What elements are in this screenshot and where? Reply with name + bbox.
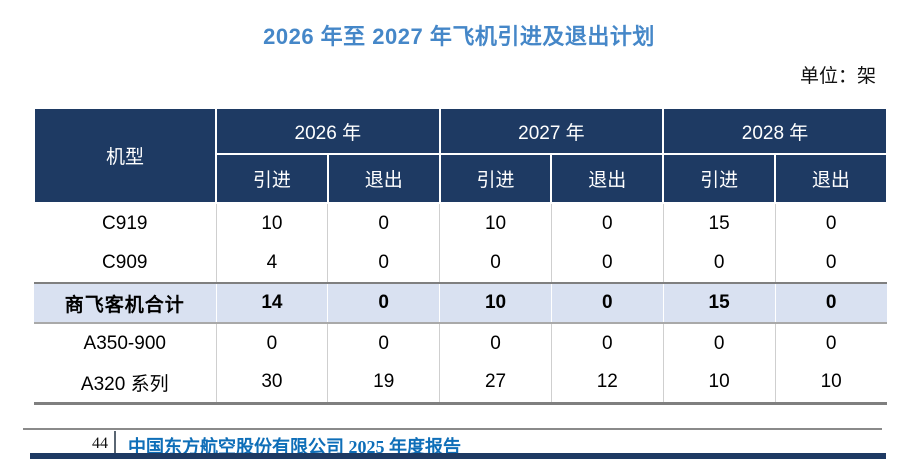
value-cell: 0	[550, 282, 664, 324]
value-cell: 27	[439, 363, 552, 405]
value-cell: 0	[774, 203, 887, 243]
value-cell: 0	[550, 323, 664, 363]
column-header-year-2028: 2028 年	[662, 107, 888, 155]
value-cell: 14	[215, 282, 328, 324]
column-header-model: 机型	[33, 107, 217, 204]
value-cell: 15	[662, 282, 776, 324]
value-cell: 0	[774, 282, 887, 324]
column-header-exit-2028: 退出	[774, 153, 888, 204]
value-cell: 0	[550, 203, 664, 243]
value-cell: 10	[439, 203, 552, 243]
column-header-intro-2027: 引进	[438, 153, 553, 204]
aircraft-model-cell: 商飞客机合计	[34, 282, 216, 324]
unit-label: 单位：架	[799, 66, 876, 87]
table-row: 商飞客机合计 14 0 10 0 15 0	[34, 282, 887, 324]
aircraft-model-cell: C909	[34, 243, 216, 283]
table-row: A320 系列 30 19 27 12 10 10	[34, 363, 887, 405]
value-cell: 0	[550, 243, 664, 283]
value-cell: 0	[662, 243, 776, 283]
value-cell: 0	[327, 243, 440, 283]
value-cell: 0	[327, 203, 440, 243]
footer-divider-line	[23, 428, 882, 430]
bottom-accent-bar	[30, 453, 886, 459]
column-header-intro-2026: 引进	[215, 153, 329, 204]
value-cell: 0	[439, 323, 552, 363]
value-cell: 0	[774, 243, 887, 283]
fleet-plan-table: 机型 2026 年 2027 年 2028 年 引进 退出 引进 退出 引进 退…	[33, 107, 888, 405]
value-cell: 0	[327, 323, 440, 363]
aircraft-model-cell: A320 系列	[34, 363, 216, 405]
header-year-row: 机型 2026 年 2027 年 2028 年	[33, 107, 888, 204]
value-cell: 0	[662, 323, 776, 363]
column-header-year-2027: 2027 年	[438, 107, 665, 155]
column-header-year-2026: 2026 年	[215, 107, 441, 155]
value-cell: 0	[774, 323, 887, 363]
aircraft-model-cell: A350-900	[34, 323, 216, 363]
page-title: 2026 年至 2027 年飞机引进及退出计划	[263, 24, 655, 49]
value-cell: 10	[774, 363, 887, 405]
value-cell: 10	[439, 282, 552, 324]
value-cell: 4	[215, 243, 328, 283]
fleet-plan-table-wrapper: 机型 2026 年 2027 年 2028 年 引进 退出 引进 退出 引进 退…	[33, 107, 888, 405]
footer-report-title: 中国东方航空股份有限公司 2025 年度报告	[128, 437, 461, 457]
column-header-exit-2027: 退出	[550, 153, 665, 204]
value-cell: 19	[327, 363, 440, 405]
table-row: C909 4 0 0 0 0 0	[34, 243, 887, 283]
page-number: 44	[92, 435, 108, 452]
table-row: C919 10 0 10 0 15 0	[34, 203, 887, 243]
value-cell: 10	[215, 203, 328, 243]
value-cell: 30	[215, 363, 328, 405]
table-row: A350-900 0 0 0 0 0 0	[34, 323, 887, 363]
value-cell: 0	[327, 282, 440, 324]
header-sub-row: 引进 退出 引进 退出 引进 退出	[34, 153, 888, 204]
value-cell: 10	[662, 363, 776, 405]
column-header-exit-2026: 退出	[326, 153, 441, 204]
value-cell: 0	[439, 243, 552, 283]
value-cell: 12	[550, 363, 664, 405]
footer-vertical-divider	[114, 431, 116, 459]
aircraft-model-cell: C919	[34, 203, 216, 243]
value-cell: 0	[215, 323, 328, 363]
column-header-intro-2028: 引进	[662, 153, 777, 204]
value-cell: 15	[662, 203, 776, 243]
